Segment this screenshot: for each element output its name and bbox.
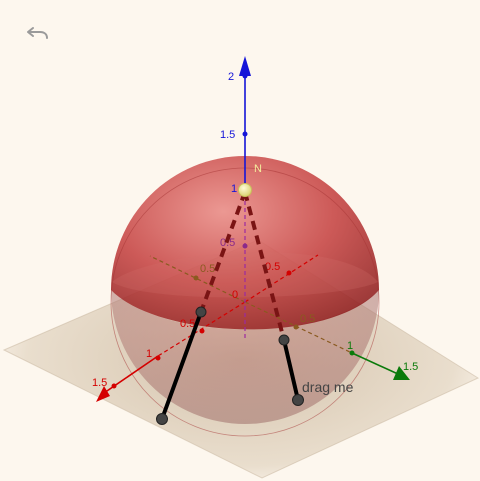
x-axis-negative <box>244 254 319 303</box>
point-on-plane-left[interactable] <box>156 413 168 425</box>
x-tick-label-0-5: 0.5 <box>180 318 195 330</box>
undo-button[interactable] <box>24 20 52 44</box>
xneg-tick <box>286 270 292 276</box>
y-axis <box>351 352 399 375</box>
z-tick-1-5 <box>242 131 248 137</box>
z-tick-label-2: 2 <box>228 71 234 83</box>
z-tick-label-1: 1 <box>231 183 237 195</box>
north-pole-label: N <box>254 163 262 175</box>
sphere-lower-half <box>111 290 379 424</box>
origin-label: 0 <box>232 289 238 301</box>
y-tick-0-5 <box>293 324 299 330</box>
point-on-sphere-left[interactable] <box>195 306 207 318</box>
drag-point[interactable] <box>292 394 304 406</box>
undo-icon <box>27 27 48 39</box>
drag-me-label: drag me <box>302 379 354 395</box>
projection-line-hidden-left <box>199 191 247 313</box>
y-axis-arrow-icon <box>393 366 410 380</box>
point-on-sphere-right[interactable] <box>278 334 290 346</box>
y-tick-label-1: 1 <box>347 340 353 352</box>
z-tick-label-1-5: 1.5 <box>220 129 235 141</box>
yneg-tick <box>193 275 199 281</box>
projection-line-hidden-right <box>243 191 286 341</box>
xneg-tick-label: 0.5 <box>265 261 280 273</box>
x-axis-arrow-icon <box>96 386 110 402</box>
x-tick-0-5 <box>199 328 205 334</box>
projection-line-left <box>160 311 203 420</box>
sphere-upper-half <box>111 156 379 330</box>
y-tick-1 <box>349 350 355 356</box>
x-tick-label-1-5: 1.5 <box>92 377 107 389</box>
projection-line-right <box>282 339 300 401</box>
x-tick-1 <box>155 355 161 361</box>
x-tick-label-1: 1 <box>146 348 152 360</box>
y-tick-label-0-5: 0.5 <box>300 313 315 325</box>
z-tick-0-5 <box>242 243 248 249</box>
yneg-tick-label: 0.5 <box>200 263 215 275</box>
z-tick-2 <box>242 73 248 79</box>
x-tick-1-5 <box>111 383 117 389</box>
z-axis-arrow-icon <box>239 56 251 76</box>
y-tick-label-1-5: 1.5 <box>403 361 418 373</box>
y-axis-hidden <box>244 301 353 354</box>
north-pole-point[interactable] <box>238 183 252 197</box>
